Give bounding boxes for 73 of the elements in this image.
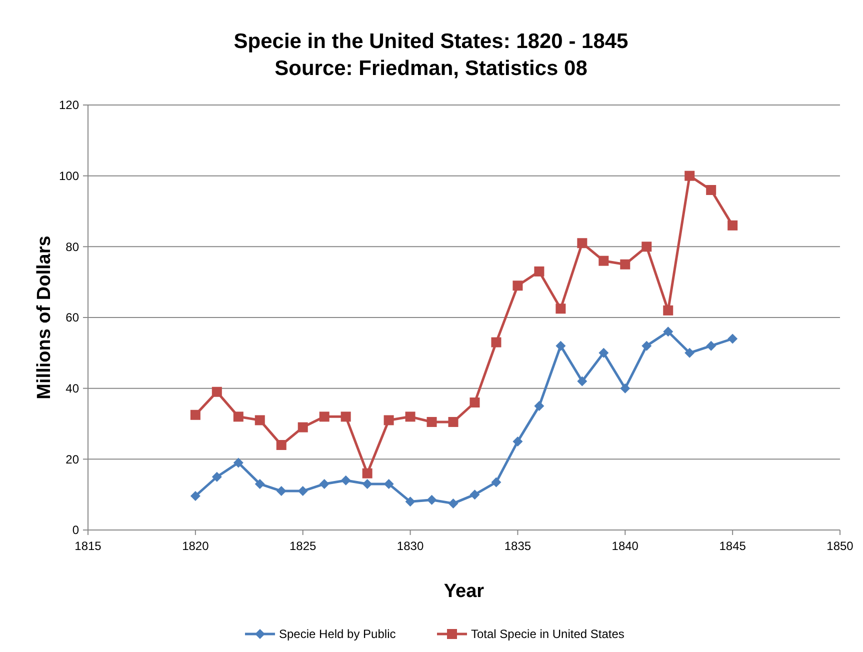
point: [405, 412, 416, 422]
point: [534, 266, 544, 276]
point: [706, 340, 716, 351]
point: [448, 416, 458, 427]
point: [642, 242, 652, 252]
point: [598, 348, 609, 358]
point: [426, 494, 437, 505]
point: [663, 326, 674, 337]
point: [405, 496, 416, 507]
point: [276, 440, 286, 450]
legend-label: Total Specie in United States: [471, 627, 624, 642]
point: [491, 337, 502, 348]
x-axis-title: Year: [444, 581, 485, 602]
point: [556, 340, 566, 351]
chart-subtitle: Source: Friedman, Statistics 08: [274, 57, 588, 80]
x-tick-label: 1850: [826, 539, 854, 553]
point: [684, 170, 695, 181]
point: [362, 468, 372, 478]
point: [577, 238, 588, 248]
point: [233, 458, 244, 468]
point: [620, 383, 630, 394]
point: [728, 220, 738, 230]
point: [577, 376, 588, 386]
y-tick-label: 100: [58, 169, 80, 184]
y-tick-label: 120: [58, 98, 80, 112]
chart-title: Specie in the United States: 1820 - 1845: [234, 30, 629, 53]
x-tick-label: 1820: [182, 539, 210, 553]
point: [470, 490, 480, 500]
point: [684, 348, 695, 358]
x-tick-label: 1830: [396, 539, 424, 553]
point: [233, 412, 244, 422]
point: [340, 475, 351, 486]
point: [319, 478, 330, 489]
point: [426, 416, 437, 427]
x-tick-label: 1825: [290, 539, 317, 553]
y-tick-label: 40: [66, 382, 80, 396]
point: [706, 185, 716, 195]
point: [491, 477, 502, 488]
x-tick-label: 1835: [504, 539, 532, 553]
point: [556, 304, 566, 314]
y-axis-title: Millions of Dollars: [34, 236, 55, 400]
point: [470, 398, 480, 408]
point: [319, 412, 330, 422]
point: [190, 491, 200, 501]
point: [728, 334, 738, 344]
point: [620, 259, 630, 270]
point: [384, 478, 394, 489]
point: [512, 280, 523, 291]
point: [663, 305, 674, 316]
point: [298, 422, 308, 432]
y-tick-label: 20: [66, 452, 80, 466]
point: [254, 415, 265, 426]
point: [212, 386, 222, 397]
legend-label: Specie Held by Public: [279, 627, 396, 642]
point: [384, 415, 394, 426]
y-tick-label: 60: [66, 310, 80, 325]
point: [642, 340, 652, 351]
x-tick-label: 1840: [612, 539, 639, 553]
point: [598, 256, 609, 266]
point: [190, 410, 200, 420]
x-tick-label: 1815: [74, 539, 102, 553]
x-tick-label: 1845: [719, 539, 746, 553]
point: [276, 486, 286, 496]
point: [298, 486, 308, 496]
y-tick-label: 80: [66, 240, 80, 254]
y-tick-label: 0: [72, 523, 80, 538]
point: [512, 436, 523, 446]
point: [212, 472, 222, 482]
point: [254, 478, 265, 489]
point: [448, 498, 458, 508]
point: [340, 412, 351, 422]
point: [534, 401, 544, 412]
point: [362, 478, 372, 489]
